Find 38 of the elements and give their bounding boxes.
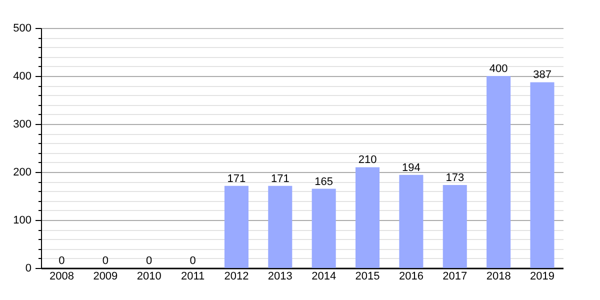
data-label: 171 — [270, 172, 290, 185]
data-label: 194 — [402, 162, 420, 174]
data-label: 0 — [146, 255, 152, 267]
y-tick-label: 200 — [13, 166, 32, 178]
x-tick-label: 2018 — [486, 270, 511, 282]
data-label: 0 — [102, 255, 108, 267]
data-label: 0 — [190, 255, 196, 267]
x-tick-label: 2014 — [312, 270, 336, 282]
x-tick-label: 2019 — [530, 270, 554, 282]
bar — [268, 186, 292, 268]
bar — [486, 76, 511, 268]
x-tick-label: 2013 — [268, 270, 292, 282]
y-tick-label: 0 — [25, 262, 32, 274]
bar — [312, 188, 336, 268]
x-tick-label: 2015 — [355, 270, 380, 282]
x-tick-label: 2009 — [93, 270, 118, 282]
data-label: 400 — [489, 63, 508, 75]
data-label: 387 — [533, 69, 552, 82]
x-tick-label: 2008 — [50, 270, 74, 282]
data-label: 210 — [358, 154, 377, 166]
x-tick-label: 2012 — [224, 270, 249, 282]
bar — [530, 82, 554, 268]
data-label: 171 — [227, 172, 246, 185]
x-tick-label: 2010 — [136, 270, 162, 282]
data-label: 165 — [314, 176, 334, 188]
y-tick-label: 500 — [13, 22, 32, 34]
bar — [442, 184, 467, 268]
x-tick-label: 2011 — [180, 270, 205, 282]
bar — [224, 186, 248, 268]
data-label: 0 — [58, 255, 65, 267]
y-tick-label: 100 — [13, 214, 32, 226]
bar — [399, 174, 424, 268]
y-tick-label: 300 — [13, 118, 32, 130]
data-label: 173 — [446, 172, 464, 184]
y-tick-label: 400 — [13, 70, 32, 82]
x-tick-label: 2016 — [398, 270, 424, 282]
bar — [356, 167, 380, 268]
x-tick-label: 2017 — [442, 270, 468, 282]
